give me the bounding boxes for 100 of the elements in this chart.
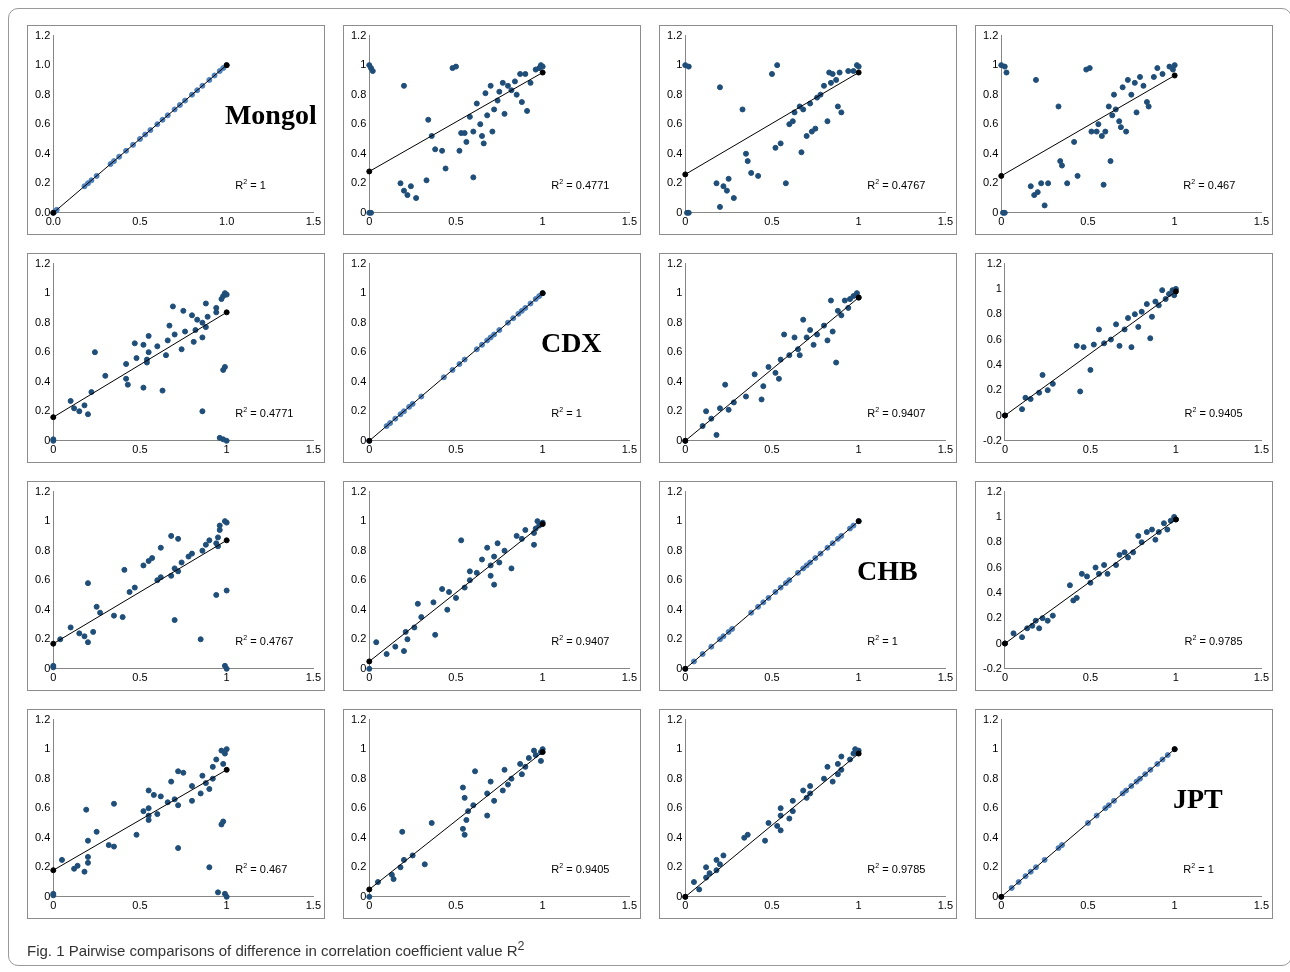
- y-tick-label: 1: [995, 281, 1002, 294]
- y-tick-label: 0: [360, 889, 367, 902]
- x-tick-label: 1: [1171, 215, 1178, 228]
- y-tick-label: 0.4: [34, 374, 51, 387]
- y-tick-label: 0.8: [34, 87, 51, 100]
- x-tick-label: 1: [855, 215, 862, 228]
- x-tick-label: 0.5: [132, 443, 148, 456]
- y-tick-label: 1.2: [666, 256, 683, 269]
- y-tick-label: 1.2: [350, 484, 367, 497]
- x-tick-label: 1.5: [621, 899, 637, 912]
- y-tick-label: 1.2: [34, 712, 51, 725]
- x-tick-label: 0.5: [448, 443, 464, 456]
- y-tick-label: 0.6: [350, 345, 367, 358]
- y-tick-label: 1.2: [666, 28, 683, 41]
- y-tick-label: 0: [995, 636, 1002, 649]
- y-tick-label: 0.4: [666, 830, 683, 843]
- y-tick-label: 0.2: [982, 860, 999, 873]
- y-tick-label: 0.2: [350, 860, 367, 873]
- y-tick-label: 0: [44, 433, 51, 446]
- y-tick-label: 0.2: [986, 383, 1002, 396]
- x-tick-label: 1.5: [937, 443, 953, 456]
- y-tick-label: 0.6: [34, 573, 51, 586]
- x-tick-label: 0.5: [1080, 899, 1096, 912]
- y-tick-label: 0: [44, 661, 51, 674]
- y-tick-label: 1.2: [982, 712, 999, 725]
- y-tick-label: 0.4: [666, 146, 683, 159]
- y-tick-label: 0.8: [986, 307, 1002, 320]
- y-tick-label: 1.2: [350, 256, 367, 269]
- y-tick-label: 0.6: [666, 573, 683, 586]
- y-tick-label: 0.6: [34, 345, 51, 358]
- y-tick-label: 0.8: [350, 315, 367, 328]
- x-tick-label: 0.5: [132, 899, 148, 912]
- x-tick-label: 1: [539, 899, 546, 912]
- y-tick-label: 1.2: [34, 484, 51, 497]
- y-tick-label: 1: [676, 742, 683, 755]
- x-tick-label: 0.5: [132, 215, 148, 228]
- x-tick-label: 1: [223, 899, 230, 912]
- x-tick-label: 1.5: [305, 215, 321, 228]
- y-tick-label: 0.2: [350, 176, 367, 189]
- y-tick-label: 0.2: [986, 611, 1002, 624]
- x-tick-label: 1.5: [1253, 215, 1269, 228]
- y-tick-label: 0: [676, 889, 683, 902]
- y-tick-label: 0.8: [350, 771, 367, 784]
- annotation: Mongol: [224, 99, 317, 131]
- y-tick-label: 0: [992, 205, 999, 218]
- y-tick-label: 0.4: [34, 602, 51, 615]
- y-tick-label: 1: [676, 58, 683, 71]
- y-tick-label: 0.6: [666, 801, 683, 814]
- x-tick-label: 0.5: [448, 671, 464, 684]
- y-tick-label: 0.2: [982, 176, 999, 189]
- y-tick-label: 1.2: [986, 484, 1002, 497]
- y-tick-label: 0.4: [666, 602, 683, 615]
- y-tick-label: 0.2: [350, 404, 367, 417]
- y-tick-label: 0.4: [350, 830, 367, 843]
- x-tick-label: 0.5: [764, 443, 780, 456]
- x-tick-label: 1.5: [937, 671, 953, 684]
- y-tick-label: 0.6: [34, 801, 51, 814]
- y-tick-label: 1: [44, 514, 51, 527]
- y-tick-label: 0.4: [982, 146, 999, 159]
- y-tick-label: 1.2: [350, 712, 367, 725]
- x-tick-label: 1.5: [621, 443, 637, 456]
- y-tick-label: 0: [360, 205, 367, 218]
- x-tick-label: 1.5: [1253, 899, 1269, 912]
- y-tick-label: 0: [995, 408, 1002, 421]
- y-tick-label: 1: [360, 742, 367, 755]
- y-tick-label: -0.2: [982, 661, 1002, 674]
- x-tick-label: 1.5: [1253, 671, 1269, 684]
- y-tick-label: 0.4: [982, 830, 999, 843]
- y-tick-label: 0.6: [986, 560, 1002, 573]
- x-tick-label: 1: [855, 899, 862, 912]
- y-tick-label: 0: [676, 205, 683, 218]
- y-tick-label: 0.8: [666, 315, 683, 328]
- x-tick-label: 1: [539, 443, 546, 456]
- annotation: JPT: [1172, 783, 1224, 815]
- x-tick-label: 1: [223, 671, 230, 684]
- y-tick-label: 0: [676, 433, 683, 446]
- y-tick-label: 0.8: [350, 87, 367, 100]
- y-tick-label: 0: [360, 433, 367, 446]
- y-tick-label: 0.2: [34, 176, 51, 189]
- y-tick-label: 1.2: [986, 256, 1002, 269]
- x-tick-label: 1.5: [305, 443, 321, 456]
- y-tick-label: 0.6: [350, 801, 367, 814]
- y-tick-label: 0.2: [666, 404, 683, 417]
- x-tick-label: 1.5: [1253, 443, 1269, 456]
- y-tick-label: 1: [44, 742, 51, 755]
- y-tick-label: 0.8: [34, 771, 51, 784]
- x-tick-label: 0.5: [448, 899, 464, 912]
- x-tick-label: 1.5: [305, 899, 321, 912]
- y-tick-label: 0.6: [986, 332, 1002, 345]
- y-tick-label: 1: [44, 286, 51, 299]
- x-tick-label: 1: [539, 215, 546, 228]
- y-tick-label: 0.4: [350, 146, 367, 159]
- y-tick-label: 0.6: [982, 801, 999, 814]
- y-tick-label: 1: [360, 286, 367, 299]
- x-tick-label: 1.5: [621, 671, 637, 684]
- y-tick-label: 1.2: [350, 28, 367, 41]
- y-tick-label: 0.2: [34, 860, 51, 873]
- y-tick-label: 0: [992, 889, 999, 902]
- x-tick-label: 1: [1172, 671, 1179, 684]
- y-tick-label: 1.2: [982, 28, 999, 41]
